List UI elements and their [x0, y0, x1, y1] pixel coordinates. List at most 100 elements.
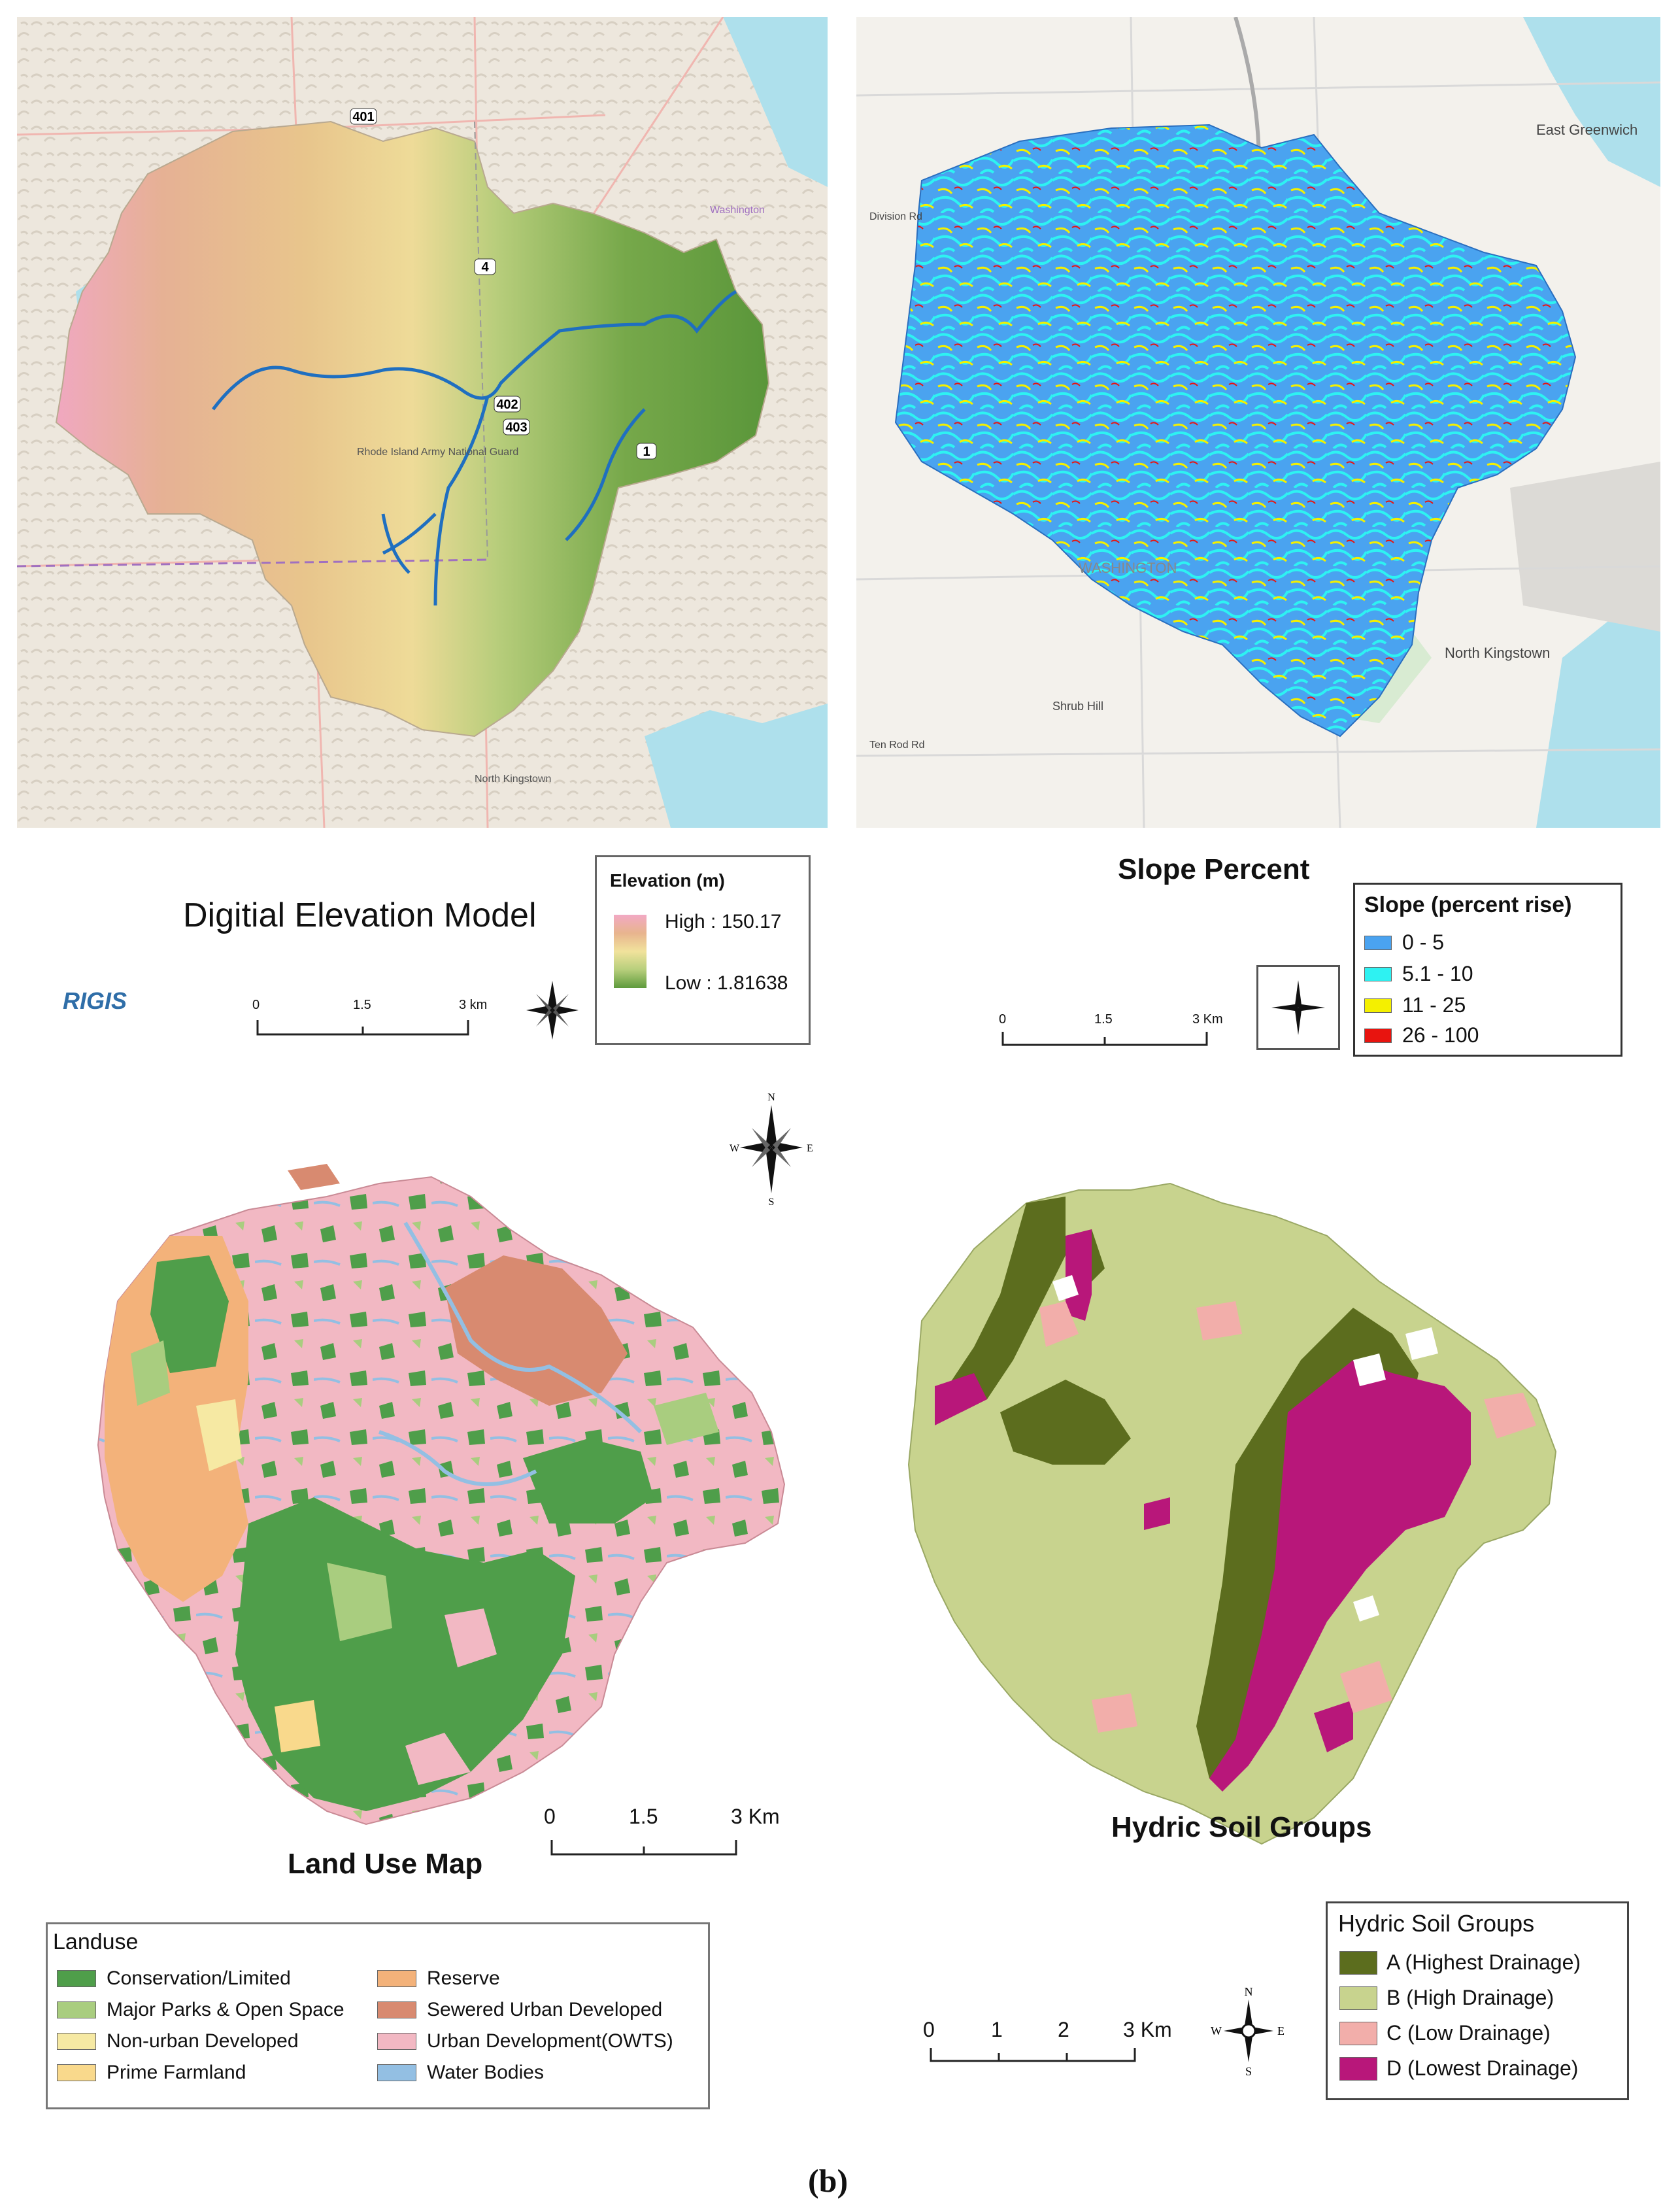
dem-legend-title: Elevation (m)	[610, 870, 725, 891]
dem-watershed	[55, 120, 770, 738]
compass-s-label: S	[769, 1197, 775, 1206]
soil-legend-item-1: B (High Drainage)	[1339, 1986, 1554, 2010]
landuse-scale-2: 3 Km	[731, 1805, 780, 1828]
dem-compass-icon	[523, 974, 582, 1046]
slope-watershed	[894, 124, 1577, 738]
soil-scale-2: 2	[1058, 2018, 1069, 2041]
center-compass-icon: N S W E	[726, 1089, 817, 1206]
slope-swatch-0	[1364, 935, 1392, 950]
dem-river	[212, 290, 737, 411]
soil-compass-s: S	[1245, 2065, 1252, 2077]
dem-legend-high: High : 150.17	[665, 911, 782, 932]
soil-title: Hydric Soil Groups	[1111, 1811, 1372, 1843]
landuse-legend-label-2: Non-urban Developed	[107, 2030, 299, 2052]
slope-legend-label-1: 5.1 - 10	[1402, 962, 1473, 985]
slope-legend-item-1: 5.1 - 10	[1364, 962, 1473, 986]
slope-swatch-3	[1364, 1028, 1392, 1043]
soil-compass-w: W	[1211, 2024, 1222, 2037]
soil-compass-e: E	[1277, 2024, 1285, 2037]
landuse-legend-item-3: Prime Farmland	[57, 2062, 246, 2084]
dem-label-guard: Rhode Island Army National Guard	[357, 447, 518, 458]
soil-legend-title: Hydric Soil Groups	[1338, 1910, 1535, 1937]
figure-caption: (b)	[808, 2162, 848, 2199]
slope-water	[1523, 17, 1660, 187]
landuse-swatch-3	[57, 2064, 96, 2081]
landuse-swatch-2	[57, 2033, 96, 2050]
slope-legend-item-3: 26 - 100	[1364, 1023, 1479, 1047]
landuse-scale-bar	[549, 1828, 739, 1861]
soil-legend-label-0: A (Highest Drainage)	[1386, 1950, 1581, 1974]
slope-scale-bar	[1000, 1029, 1209, 1055]
landuse-swatch-0	[57, 1970, 96, 1987]
landuse-legend-item-1: Major Parks & Open Space	[57, 1999, 344, 2021]
dem-label-401: 401	[352, 110, 374, 124]
slope-label-eg: East Greenwich	[1536, 122, 1638, 138]
soil-swatch-1	[1339, 1986, 1377, 2010]
soil-compass-n: N	[1245, 1985, 1253, 1998]
slope-label-wash: WASHINGTON	[1079, 560, 1177, 576]
soil-swatch-3	[1339, 2056, 1377, 2081]
landuse-legend-item-2: Non-urban Developed	[57, 2030, 299, 2052]
soil-legend-label-3: D (Lowest Drainage)	[1386, 2056, 1579, 2080]
landuse-legend-label-5: Sewered Urban Developed	[427, 1999, 663, 2020]
landuse-legend-label-6: Urban Development(OWTS)	[427, 2030, 673, 2052]
landuse-legend-item-4: Reserve	[377, 1967, 500, 1990]
compass-w-label: W	[730, 1143, 740, 1154]
landuse-swatch-7	[377, 2064, 416, 2081]
slope-label-shrub: Shrub Hill	[1052, 700, 1103, 713]
slope-scale-2: 3 Km	[1192, 1012, 1223, 1027]
landuse-swatch-6	[377, 2033, 416, 2050]
soil-swatch-2	[1339, 2021, 1377, 2045]
landuse-swatch-5	[377, 2001, 416, 2018]
dem-legend-low: Low : 1.81638	[665, 972, 788, 994]
dem-legend-ramp	[614, 915, 647, 988]
landuse-legend: Landuse Conservation/Limited Major Parks…	[46, 1922, 710, 2109]
rigis-logo: RIGIS	[63, 987, 127, 1014]
slope-compass-box	[1256, 965, 1340, 1050]
soil-legend-label-2: C (Low Drainage)	[1386, 2021, 1551, 2045]
dem-water	[723, 17, 828, 187]
soil-legend-item-3: D (Lowest Drainage)	[1339, 2056, 1578, 2081]
landuse-scale-0: 0	[544, 1805, 556, 1828]
soil-scale-1: 1	[991, 2018, 1003, 2041]
dem-label-402: 402	[496, 398, 518, 412]
dem-scale-bar	[255, 1007, 471, 1046]
landuse-legend-label-1: Major Parks & Open Space	[107, 1999, 344, 2020]
soil-scale-bar	[928, 2045, 1137, 2071]
soil-scale-3: 3 Km	[1123, 2018, 1172, 2041]
dem-scale-0: 0	[252, 998, 260, 1012]
soil-legend: Hydric Soil Groups A (Highest Drainage) …	[1326, 1901, 1629, 2100]
slope-legend-label-2: 11 - 25	[1402, 993, 1466, 1017]
dem-label-wash: Washington	[710, 205, 765, 216]
slope-label-nk: North Kingstown	[1445, 645, 1550, 661]
soil-swatch-0	[1339, 1950, 1377, 1975]
slope-legend-item-2: 11 - 25	[1364, 993, 1466, 1017]
soil-legend-label-1: B (High Drainage)	[1386, 1986, 1554, 2009]
landuse-legend-label-3: Prime Farmland	[107, 2062, 246, 2083]
dem-legend: Elevation (m) High : 150.17 Low : 1.8163…	[595, 855, 811, 1045]
dem-title: Digitial Elevation Model	[183, 896, 537, 934]
soil-map	[896, 1164, 1588, 1896]
compass-n-label: N	[767, 1092, 775, 1103]
slope-label-division: Division Rd	[869, 211, 922, 222]
dem-label-403: 403	[505, 420, 527, 435]
slope-scale-1: 1.5	[1094, 1012, 1113, 1027]
slope-title: Slope Percent	[1118, 853, 1310, 885]
dem-map: 401 4 402 403 1 Rhode Island Army Nation…	[17, 17, 828, 828]
slope-legend-label-3: 26 - 100	[1402, 1023, 1479, 1047]
landuse-swatch-1	[57, 2001, 96, 2018]
dem-scale-2: 3 km	[459, 998, 488, 1012]
slope-legend: Slope (percent rise) 0 - 5 5.1 - 10 11 -…	[1353, 883, 1622, 1057]
dem-label-1: 1	[643, 445, 650, 459]
landuse-legend-item-5: Sewered Urban Developed	[377, 1999, 662, 2021]
slope-compass-icon	[1271, 980, 1325, 1035]
landuse-scale-1: 1.5	[629, 1805, 658, 1828]
dem-label-4: 4	[481, 260, 489, 275]
landuse-legend-item-7: Water Bodies	[377, 2062, 544, 2084]
slope-legend-title: Slope (percent rise)	[1364, 893, 1572, 917]
landuse-legend-label-4: Reserve	[427, 1967, 500, 1989]
slope-label-tenrod: Ten Rod Rd	[869, 740, 925, 751]
landuse-map	[78, 1157, 798, 1896]
slope-legend-item-0: 0 - 5	[1364, 930, 1444, 955]
landuse-title: Land Use Map	[288, 1848, 483, 1880]
